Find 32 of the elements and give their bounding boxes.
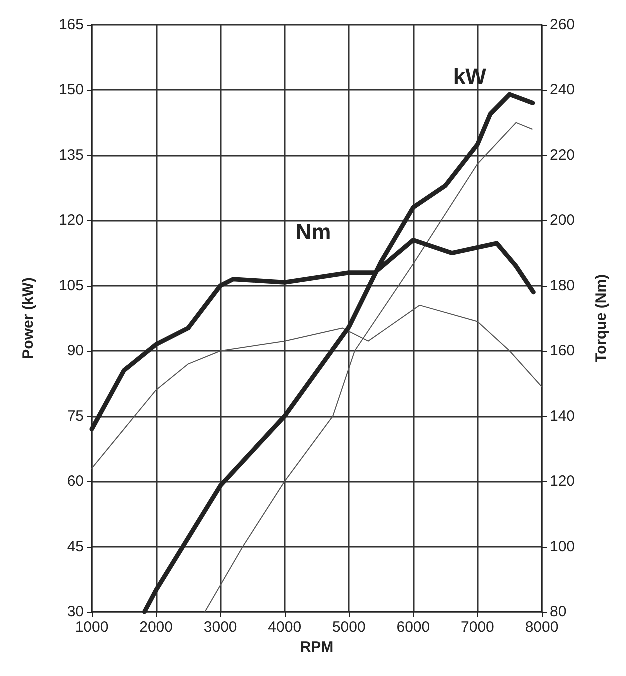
y-tick-label: 60 [67, 473, 84, 490]
y-tick-label: 30 [67, 604, 84, 620]
y2-tick-label: 180 [550, 277, 576, 294]
y-axis-title: Power (kW) [20, 278, 37, 360]
y2-axis-title: Torque (Nm) [593, 274, 610, 363]
x-tick-label: 3000 [204, 619, 238, 636]
x-axis-title: RPM [300, 638, 334, 656]
series-label: Nm [296, 220, 332, 245]
y2-tick-label: 120 [550, 473, 576, 490]
x-tick-label: 5000 [332, 619, 366, 636]
y2-tick-label: 220 [550, 146, 576, 164]
y2-tick-label: 100 [550, 538, 576, 556]
x-tick-label: 6000 [396, 619, 430, 636]
y2-tick-label: 160 [550, 342, 576, 360]
x-tick-label: 8000 [525, 619, 559, 636]
y-tick-label: 135 [58, 146, 84, 164]
y-tick-label: 150 [58, 82, 84, 99]
y-tick-label: 75 [67, 408, 84, 425]
x-tick-label: 7000 [461, 619, 494, 636]
x-tick-label: 2000 [140, 619, 173, 636]
y-tick-label: 45 [67, 538, 84, 556]
y2-tick-label: 200 [550, 212, 576, 230]
y2-tick-label: 80 [550, 604, 567, 620]
x-tick-label: 4000 [268, 619, 302, 636]
y-tick-label: 90 [67, 342, 84, 360]
y2-tick-label: 240 [550, 82, 576, 99]
y2-tick-label: 140 [550, 408, 576, 425]
y-tick-label: 165 [58, 16, 84, 34]
y-tick-label: 120 [58, 212, 84, 230]
y2-tick-label: 260 [550, 16, 576, 34]
y-tick-label: 105 [58, 277, 84, 294]
x-tick-label: 1000 [75, 619, 109, 636]
